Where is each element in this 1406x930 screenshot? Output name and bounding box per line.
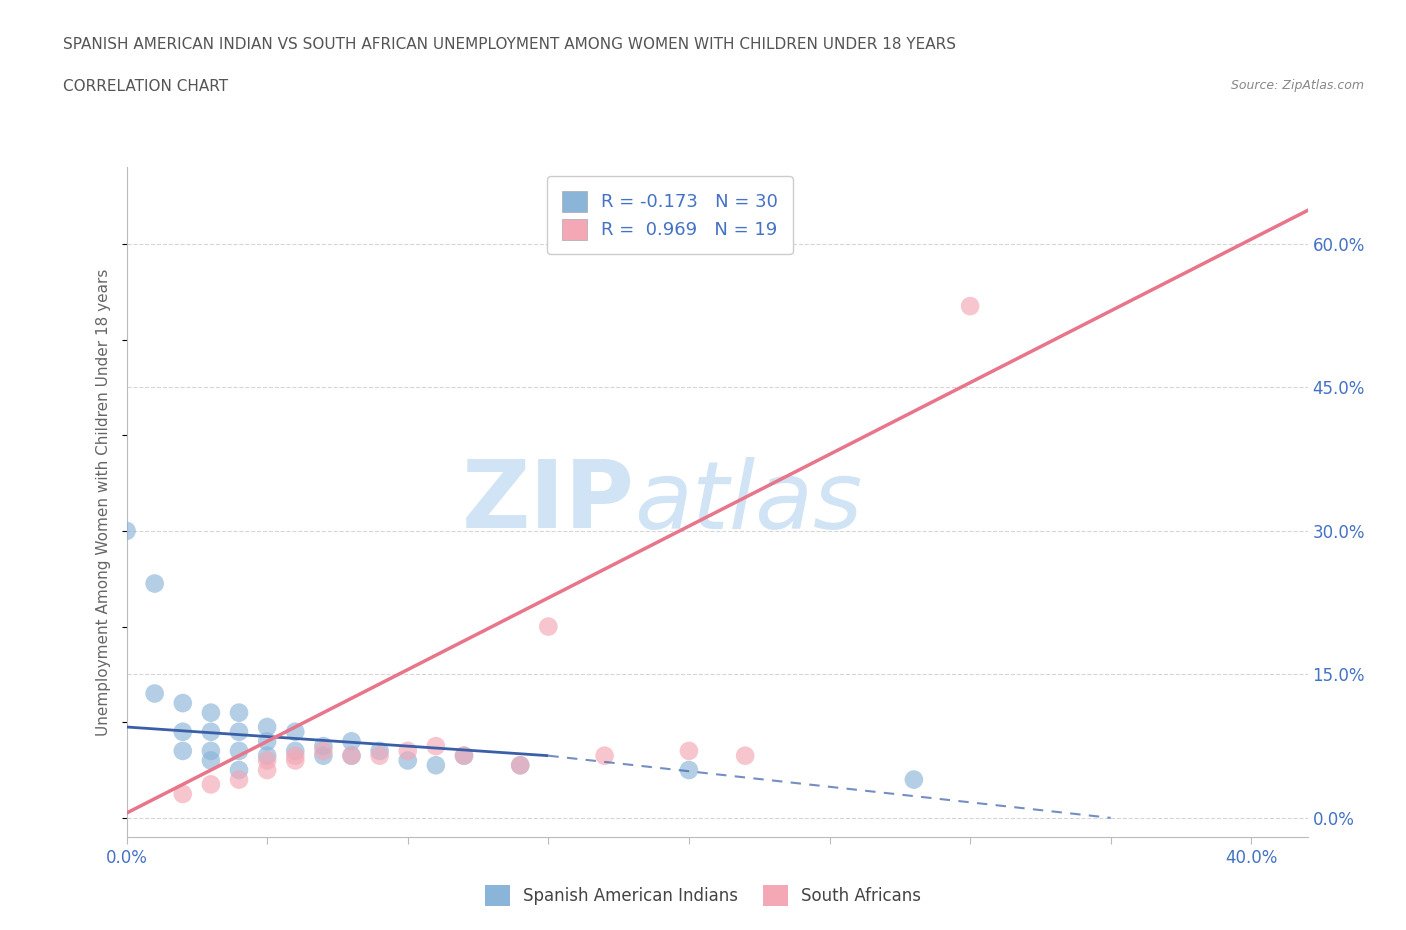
Point (172, 787, 194, 802)
Point (340, 749, 363, 764)
Point (284, 753, 307, 768)
Y-axis label: Unemployment Among Women with Children Under 18 years: Unemployment Among Women with Children U… (96, 269, 111, 736)
Point (228, 743, 250, 758)
Point (256, 763, 278, 777)
Point (228, 772, 250, 787)
Point (284, 724, 307, 739)
Point (172, 724, 194, 739)
Point (312, 749, 335, 764)
Point (509, 758, 531, 773)
Point (340, 749, 363, 764)
Point (284, 749, 307, 764)
Point (312, 743, 335, 758)
Point (143, 576, 166, 591)
Point (340, 734, 363, 749)
Point (200, 753, 222, 768)
Point (200, 705, 222, 720)
Point (593, 749, 616, 764)
Text: Source: ZipAtlas.com: Source: ZipAtlas.com (1230, 79, 1364, 92)
Point (396, 743, 419, 758)
Point (115, 524, 138, 538)
Legend: Spanish American Indians, South Africans: Spanish American Indians, South Africans (478, 879, 928, 912)
Point (425, 758, 447, 773)
Point (228, 763, 250, 777)
Point (228, 724, 250, 739)
Text: SPANISH AMERICAN INDIAN VS SOUTH AFRICAN UNEMPLOYMENT AMONG WOMEN WITH CHILDREN : SPANISH AMERICAN INDIAN VS SOUTH AFRICAN… (63, 37, 956, 52)
Point (734, 749, 756, 764)
Point (425, 738, 447, 753)
Legend: R = -0.173   N = 30, R =  0.969   N = 19: R = -0.173 N = 30, R = 0.969 N = 19 (547, 177, 793, 254)
Point (959, 299, 981, 313)
Point (256, 749, 278, 764)
Point (368, 749, 391, 764)
Text: atlas: atlas (634, 457, 863, 548)
Point (396, 753, 419, 768)
Point (256, 753, 278, 768)
Point (172, 696, 194, 711)
Point (537, 619, 560, 634)
Point (368, 743, 391, 758)
Text: CORRELATION CHART: CORRELATION CHART (63, 79, 228, 94)
Point (228, 705, 250, 720)
Point (678, 763, 700, 777)
Point (509, 758, 531, 773)
Point (453, 749, 475, 764)
Point (256, 734, 278, 749)
Point (312, 738, 335, 753)
Point (143, 686, 166, 701)
Point (200, 743, 222, 758)
Point (453, 749, 475, 764)
Point (678, 743, 700, 758)
Point (172, 743, 194, 758)
Point (200, 777, 222, 791)
Point (256, 720, 278, 735)
Point (284, 743, 307, 758)
Point (903, 772, 925, 787)
Point (200, 724, 222, 739)
Text: ZIP: ZIP (461, 457, 634, 548)
